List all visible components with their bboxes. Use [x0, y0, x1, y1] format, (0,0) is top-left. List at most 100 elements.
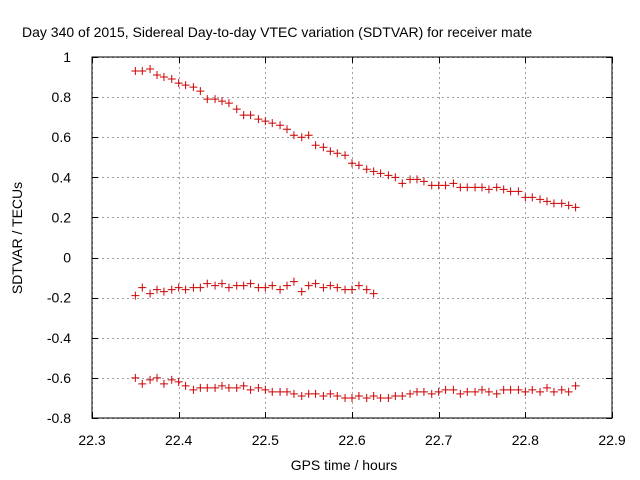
data-point	[506, 187, 515, 196]
data-point	[304, 389, 313, 398]
data-point	[471, 387, 480, 396]
data-point	[153, 285, 161, 294]
data-point	[276, 285, 285, 294]
data-point	[564, 387, 573, 396]
data-point	[369, 391, 378, 400]
data-point	[434, 181, 443, 190]
data-point	[153, 71, 161, 80]
data-point	[196, 383, 205, 392]
data-point	[564, 201, 573, 210]
data-point	[398, 179, 407, 188]
data-point	[427, 181, 436, 190]
data-point	[138, 283, 147, 292]
data-point	[571, 203, 580, 212]
data-point	[261, 283, 270, 292]
data-point	[319, 143, 328, 152]
data-point	[456, 183, 465, 192]
data-point	[239, 281, 248, 290]
data-point	[514, 385, 523, 394]
data-point	[463, 183, 472, 192]
data-point	[348, 393, 356, 402]
x-tick-label: 22.5	[252, 432, 279, 448]
data-point	[471, 183, 480, 192]
data-point	[146, 65, 155, 74]
data-point	[528, 193, 537, 202]
data-point	[283, 125, 291, 134]
data-point	[189, 83, 198, 92]
data-point	[484, 185, 493, 194]
data-point	[261, 117, 270, 126]
data-point	[348, 285, 356, 294]
x-tick-label: 22.3	[78, 432, 105, 448]
data-point	[181, 81, 190, 90]
data-point	[354, 391, 363, 400]
data-point	[189, 385, 198, 394]
data-point	[341, 393, 350, 402]
data-point	[398, 391, 407, 400]
data-point	[196, 283, 205, 292]
data-point	[304, 131, 313, 140]
data-point	[354, 281, 363, 290]
data-point	[413, 387, 421, 396]
data-point	[362, 393, 371, 402]
data-point	[413, 175, 421, 184]
data-point	[174, 283, 183, 292]
data-point	[246, 279, 255, 288]
data-point	[384, 393, 393, 402]
data-point	[543, 197, 551, 206]
data-point	[311, 389, 320, 398]
data-point	[326, 389, 335, 398]
x-tick-label: 22.6	[338, 432, 365, 448]
data-point	[283, 387, 291, 396]
data-point	[254, 115, 263, 124]
data-point	[427, 389, 436, 398]
data-point	[261, 385, 270, 394]
data-point	[174, 377, 183, 386]
data-point	[246, 385, 255, 394]
data-point	[159, 73, 168, 82]
data-point	[478, 183, 486, 192]
data-point	[159, 379, 168, 388]
data-point	[521, 193, 530, 202]
data-point	[419, 387, 428, 396]
series-middle	[131, 277, 378, 300]
data-point	[246, 111, 255, 120]
data-point	[333, 149, 342, 158]
data-point	[167, 285, 176, 294]
data-point	[159, 287, 168, 296]
data-point	[326, 147, 335, 156]
data-point	[268, 387, 277, 396]
data-point	[536, 195, 545, 204]
data-point	[384, 171, 393, 180]
data-point	[319, 283, 328, 292]
data-point	[283, 281, 291, 290]
data-point	[406, 175, 415, 184]
grid	[92, 57, 613, 419]
data-point	[218, 381, 226, 390]
data-point	[341, 285, 350, 294]
data-point	[536, 387, 545, 396]
data-point	[311, 279, 320, 288]
data-point	[506, 385, 515, 394]
data-point	[391, 391, 400, 400]
x-tick-label: 22.8	[512, 432, 539, 448]
y-tick-label: 0.6	[52, 129, 72, 145]
data-point	[376, 169, 385, 178]
data-point	[289, 389, 298, 398]
data-point	[181, 381, 190, 390]
data-point	[211, 281, 220, 290]
data-points	[131, 65, 580, 402]
data-point	[376, 393, 385, 402]
data-point	[167, 75, 176, 84]
data-point	[441, 385, 450, 394]
data-point	[146, 375, 155, 384]
data-point	[232, 281, 241, 290]
data-point	[224, 99, 233, 108]
data-point	[369, 289, 378, 298]
data-point	[571, 381, 580, 390]
data-point	[138, 67, 147, 76]
chart-title: Day 340 of 2015, Sidereal Day-to-day VTE…	[22, 24, 532, 40]
data-point	[189, 283, 198, 292]
data-point	[456, 389, 465, 398]
